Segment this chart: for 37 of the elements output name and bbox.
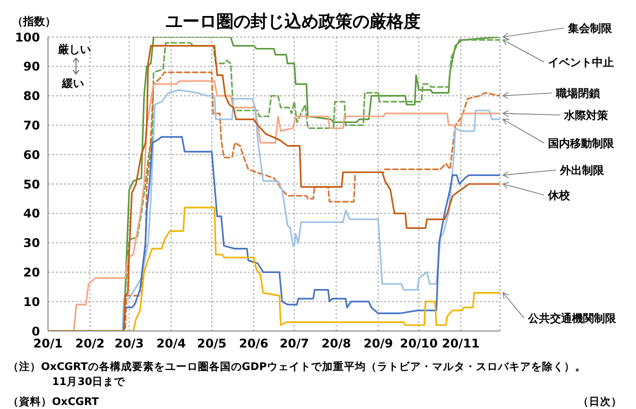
x-tick-label: 20/8 xyxy=(322,336,351,351)
text: 外出制限 xyxy=(559,164,605,177)
x-tick-label: 20/9 xyxy=(363,336,393,351)
text: 水際対策 xyxy=(563,109,609,122)
x-tick-label: 20/11 xyxy=(442,336,480,351)
y-tick-label: 40 xyxy=(23,206,40,221)
text: 職場閉鎖 xyxy=(555,87,601,100)
x-tick-label: 20/5 xyxy=(197,336,226,351)
text: イベント中止 xyxy=(548,56,614,69)
y-axis-title: （指数） xyxy=(12,14,56,29)
y-tick-label: 80 xyxy=(23,89,40,104)
x-tick-label: 20/1 xyxy=(33,336,63,351)
y-tick-label: 30 xyxy=(23,236,40,250)
y-tick-label: 20 xyxy=(23,265,40,280)
x-tick-label: 20/3 xyxy=(114,336,144,351)
text: 休校 xyxy=(547,189,571,202)
y-tick-label: 0 xyxy=(32,324,40,338)
text: 国内移動制限 xyxy=(548,137,615,150)
chart-title: ユーロ圏の封じ込め政策の厳格度 xyxy=(166,12,420,32)
text: （日次） xyxy=(578,395,622,409)
annotation: 緩い xyxy=(62,76,84,91)
y-tick-label: 10 xyxy=(23,294,40,309)
text: 集会制限 xyxy=(567,22,613,35)
y-tick-label: 100 xyxy=(14,30,40,44)
y-tick-label: 50 xyxy=(23,177,40,192)
x-tick-label: 20/4 xyxy=(156,336,186,351)
text: （資料）OxCGRT xyxy=(8,395,99,409)
y-tick-label: 90 xyxy=(23,60,40,74)
x-tick-label: 20/6 xyxy=(238,336,268,351)
text: （注）OxCGRTの各構成要素をユーロ圏各国のGDPウェイトで加重平均（ラトビア・マルタ・スロバキアを除く）。 11月30日まで xyxy=(8,360,586,390)
x-tick-label: 20/2 xyxy=(75,336,105,351)
text: 公共交通機関制限 xyxy=(527,312,617,325)
x-tick-label: 20/7 xyxy=(280,336,310,351)
y-tick-label: 60 xyxy=(23,148,40,162)
x-tick-label: 20/10 xyxy=(400,336,438,351)
annotation: 厳しい xyxy=(58,42,91,57)
y-tick-label: 70 xyxy=(23,118,40,132)
